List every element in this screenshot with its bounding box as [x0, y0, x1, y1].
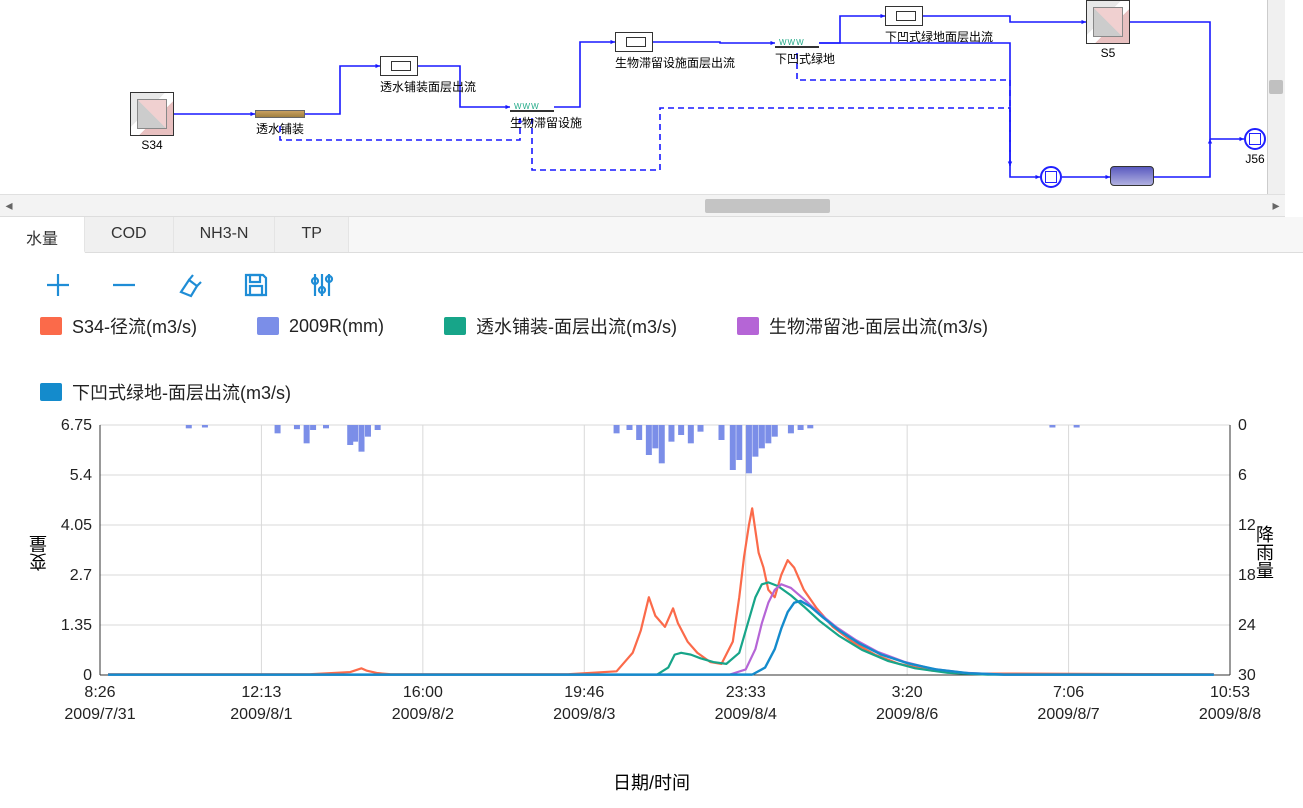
chart-legend: S34-径流(m3/s) 2009R(mm) 透水铺装-面层出流(m3/s) 生物滞留… [0, 309, 1303, 409]
svg-text:2.7: 2.7 [70, 567, 92, 584]
svg-text:2009/8/4: 2009/8/4 [715, 706, 777, 723]
node-label: 透水铺装面层出流 [380, 78, 476, 95]
chart-tabs: 水量CODNH3-NTP [0, 217, 1303, 253]
legend-swatch-icon [40, 317, 62, 335]
timeseries-chart[interactable]: 变量 降雨量 01.352.74.055.46.7506121824308:26… [30, 415, 1273, 775]
zoom-out-button[interactable] [106, 267, 142, 303]
diagram-node-j56[interactable]: J56 [1244, 128, 1266, 166]
tab-水量[interactable]: 水量 [0, 217, 85, 253]
cross-icon [615, 32, 653, 52]
diagram-node-perm_out[interactable]: 透水铺装面层出流 [380, 56, 476, 95]
svg-text:1.35: 1.35 [61, 617, 92, 634]
scrollbar-thumb[interactable] [705, 199, 830, 213]
svg-text:12: 12 [1238, 517, 1256, 534]
scrollbar-thumb[interactable] [1269, 80, 1283, 94]
diagram-node-green[interactable]: 下凹式绿地 [775, 38, 835, 67]
save-button[interactable] [238, 267, 274, 303]
flow-diagram-panel[interactable]: S34 透水铺装 透水铺装面层出流生物滞留设施 生物滞留设施面层出流 下凹式绿地 下凹式绿… [0, 0, 1285, 195]
bar-icon [255, 110, 305, 118]
legend-item[interactable]: 透水铺装-面层出流(m3/s) [444, 313, 677, 339]
diagram-node-bio[interactable]: 生物滞留设施 [510, 102, 582, 131]
diagram-node-bio_out[interactable]: 生物滞留设施面层出流 [615, 32, 735, 71]
svg-text:19:46: 19:46 [564, 684, 604, 701]
circle-icon [1244, 128, 1266, 150]
svg-text:5.4: 5.4 [70, 467, 92, 484]
svg-text:6.75: 6.75 [61, 417, 92, 434]
svg-text:2009/8/7: 2009/8/7 [1037, 706, 1099, 723]
svg-text:10:53: 10:53 [1210, 684, 1250, 701]
settings-button[interactable] [304, 267, 340, 303]
circle-icon [1040, 166, 1062, 188]
node-label: 生物滞留设施 [510, 114, 582, 131]
diagram-vertical-scrollbar[interactable] [1267, 0, 1285, 195]
svg-text:2009/8/6: 2009/8/6 [876, 706, 938, 723]
legend-item[interactable]: S34-径流(m3/s) [40, 313, 197, 339]
node-label: 下凹式绿地 [775, 50, 835, 67]
legend-swatch-icon [257, 317, 279, 335]
diagram-horizontal-scrollbar[interactable]: ◂ ▸ [0, 195, 1285, 217]
tab-NH3-N[interactable]: NH3-N [174, 217, 276, 252]
svg-text:0: 0 [83, 667, 92, 684]
svg-text:2009/7/31: 2009/7/31 [64, 706, 135, 723]
legend-label: 下凹式绿地-面层出流(m3/s) [72, 379, 291, 405]
scroll-right-arrow[interactable]: ▸ [1267, 197, 1285, 215]
chart-toolbar [0, 253, 1303, 309]
node-label: S34 [130, 138, 174, 152]
cross-icon [885, 6, 923, 26]
diagram-node-green_out[interactable]: 下凹式绿地面层出流 [885, 6, 993, 45]
legend-swatch-icon [737, 317, 759, 335]
svg-text:0: 0 [1238, 417, 1247, 434]
legend-swatch-icon [40, 383, 62, 401]
legend-swatch-icon [444, 317, 466, 335]
legend-label: 透水铺装-面层出流(m3/s) [476, 313, 677, 339]
svg-text:3:20: 3:20 [892, 684, 923, 701]
zoom-in-button[interactable] [40, 267, 76, 303]
svg-text:7:06: 7:06 [1053, 684, 1084, 701]
svg-text:6: 6 [1238, 467, 1247, 484]
svg-text:4.05: 4.05 [61, 517, 92, 534]
svg-text:18: 18 [1238, 567, 1256, 584]
node-label: J56 [1244, 152, 1266, 166]
diagram-node-s5[interactable]: S5 [1086, 0, 1130, 60]
svg-text:8:26: 8:26 [84, 684, 115, 701]
subcatchment-icon [1086, 0, 1130, 44]
svg-text:23:33: 23:33 [726, 684, 766, 701]
svg-text:16:00: 16:00 [403, 684, 443, 701]
tab-COD[interactable]: COD [85, 217, 174, 252]
diagram-node-perm[interactable]: 透水铺装 [255, 110, 305, 137]
svg-text:2009/8/2: 2009/8/2 [392, 706, 454, 723]
legend-label: 生物滞留池-面层出流(m3/s) [769, 313, 988, 339]
node-label: 下凹式绿地面层出流 [885, 28, 993, 45]
diagram-node-storage[interactable] [1110, 166, 1154, 186]
grass-icon [510, 102, 554, 112]
legend-item[interactable]: 生物滞留池-面层出流(m3/s) [737, 313, 988, 339]
diagram-node-s34[interactable]: S34 [130, 92, 174, 152]
node-label: 透水铺装 [255, 120, 305, 137]
svg-text:2009/8/1: 2009/8/1 [230, 706, 292, 723]
diagram-node-jnode[interactable] [1040, 166, 1062, 188]
chart-canvas: 0 1.35 2.7 4.05 5.4 6.75 0 6 12 18 24 30 8:26 2009/7/… [30, 415, 1270, 755]
subcatchment-icon [130, 92, 174, 136]
storage-icon [1110, 166, 1154, 186]
legend-label: S34-径流(m3/s) [72, 313, 197, 339]
svg-text:30: 30 [1238, 667, 1256, 684]
svg-text:12:13: 12:13 [241, 684, 281, 701]
legend-item[interactable]: 2009R(mm) [257, 313, 384, 339]
scroll-left-arrow[interactable]: ◂ [0, 197, 18, 215]
grass-icon [775, 38, 819, 48]
reset-brush-button[interactable] [172, 267, 208, 303]
svg-text:2009/8/8: 2009/8/8 [1199, 706, 1261, 723]
legend-item[interactable]: 下凹式绿地-面层出流(m3/s) [40, 379, 291, 405]
node-label: 生物滞留设施面层出流 [615, 54, 735, 71]
svg-text:2009/8/3: 2009/8/3 [553, 706, 615, 723]
svg-text:24: 24 [1238, 617, 1256, 634]
scrollbar-track[interactable] [18, 199, 1267, 213]
legend-label: 2009R(mm) [289, 316, 384, 337]
cross-icon [380, 56, 418, 76]
node-label: S5 [1086, 46, 1130, 60]
tab-TP[interactable]: TP [275, 217, 348, 252]
